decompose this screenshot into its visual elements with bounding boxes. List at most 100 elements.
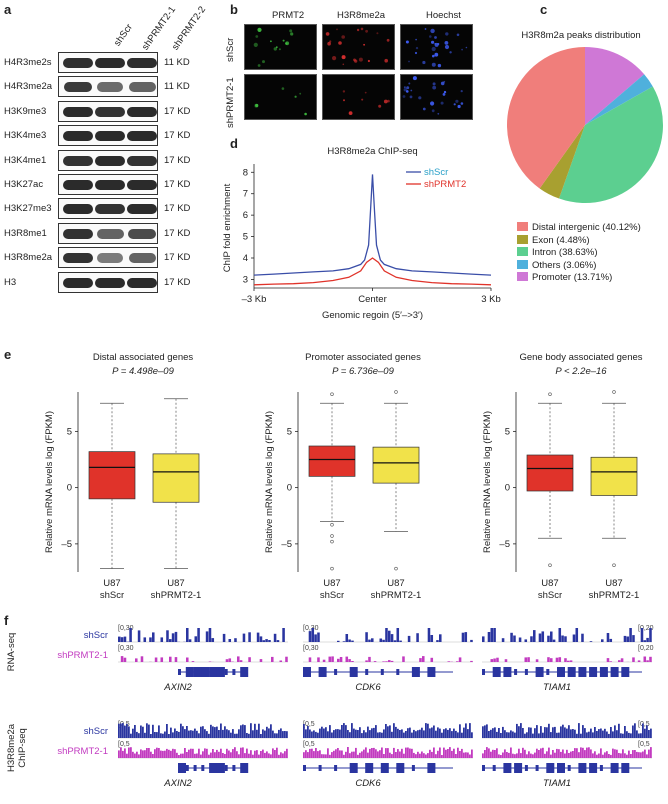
signal-bar bbox=[547, 635, 550, 642]
signal-bar bbox=[463, 727, 465, 738]
signal-bar bbox=[317, 632, 320, 642]
signal-bar bbox=[152, 754, 154, 758]
signal-bar bbox=[171, 633, 175, 642]
signal-bar bbox=[532, 733, 534, 738]
signal-bar bbox=[256, 632, 260, 642]
signal-bar bbox=[265, 639, 268, 642]
outlier bbox=[330, 566, 334, 571]
signal-bar bbox=[459, 751, 461, 758]
signal-bar bbox=[624, 726, 626, 738]
signal-bar bbox=[469, 723, 471, 738]
blot-strip bbox=[58, 198, 158, 220]
signal-bar bbox=[514, 732, 516, 738]
signal-bar bbox=[541, 631, 545, 642]
signal-bar bbox=[388, 660, 391, 662]
boxplot-distal: Distal associated genes P = 4.498e–09 –5 0 5… bbox=[44, 352, 202, 601]
legend-label: Intron (38.63%) bbox=[532, 247, 598, 258]
blot-size-label: 17 KD bbox=[164, 105, 191, 117]
signal-bar bbox=[204, 748, 206, 758]
signal-bar bbox=[202, 751, 204, 758]
signal-bar bbox=[482, 753, 484, 758]
signal-bar bbox=[396, 628, 400, 642]
signal-bar bbox=[365, 632, 368, 642]
signal-bar bbox=[620, 658, 624, 662]
micro-image-shscr-h3r8me2a bbox=[322, 24, 395, 70]
cell-dot bbox=[290, 32, 294, 36]
signal-bar bbox=[120, 747, 122, 758]
gene-exon bbox=[578, 763, 587, 773]
signal-bar bbox=[331, 656, 334, 662]
panel-label-f: f bbox=[4, 613, 9, 628]
cell-dot bbox=[412, 76, 417, 81]
signal-bar bbox=[574, 748, 576, 758]
blot-band bbox=[63, 106, 93, 117]
signal-bar bbox=[490, 628, 494, 642]
blot-row-label: H3R8me1 bbox=[4, 227, 47, 239]
signal-bar bbox=[166, 748, 168, 758]
signal-bar bbox=[222, 633, 226, 642]
category-label: shPRMT2-1 bbox=[371, 590, 422, 601]
signal-bar bbox=[608, 754, 610, 758]
gene-exon bbox=[216, 763, 225, 773]
cell-dot bbox=[342, 90, 346, 93]
blot-band bbox=[63, 253, 93, 264]
signal-bar bbox=[158, 748, 160, 758]
signal-bar bbox=[224, 754, 226, 758]
cell-dot bbox=[430, 101, 435, 106]
gene-exon bbox=[482, 765, 485, 771]
gene-exon bbox=[365, 669, 369, 675]
signal-bar bbox=[601, 639, 604, 642]
signal-bar bbox=[234, 638, 237, 642]
cell-dot bbox=[444, 41, 449, 45]
signal-bar bbox=[178, 755, 180, 758]
signal-bar bbox=[196, 753, 198, 758]
gene-exon bbox=[349, 763, 358, 773]
signal-bar bbox=[638, 733, 640, 738]
category-label: shPRMT2-1 bbox=[151, 590, 202, 601]
signal-bar bbox=[401, 748, 403, 758]
signal-bar bbox=[540, 748, 542, 758]
outlier bbox=[394, 390, 398, 394]
signal-bar bbox=[144, 732, 146, 738]
y-axis-label: Relative mRNA levels log (FPKM) bbox=[264, 411, 275, 553]
cell-dot bbox=[360, 27, 364, 31]
track-scale: [0,5 bbox=[118, 721, 130, 728]
outlier bbox=[394, 566, 398, 571]
cell-dot bbox=[422, 60, 426, 65]
gene-exon bbox=[216, 667, 225, 677]
cell-dot bbox=[363, 43, 365, 46]
category-label: shScr bbox=[320, 590, 344, 601]
signal-bar bbox=[205, 631, 209, 642]
signal-bar bbox=[150, 734, 152, 738]
signal-bar bbox=[150, 751, 152, 758]
signal-bar bbox=[427, 753, 429, 758]
blot-size-label: 17 KD bbox=[164, 154, 191, 166]
y-tick-label: 3 bbox=[243, 274, 248, 285]
signal-bar bbox=[584, 728, 586, 738]
signal-bar bbox=[230, 752, 232, 758]
signal-bar bbox=[303, 724, 305, 738]
signal-bar bbox=[236, 733, 238, 738]
signal-bar bbox=[142, 750, 144, 758]
cell-dot bbox=[257, 27, 262, 32]
signal-bar bbox=[506, 732, 508, 738]
signal-bar bbox=[592, 732, 594, 738]
signal-bar bbox=[140, 749, 142, 758]
signal-bar bbox=[128, 726, 130, 738]
legend-label: shPRMT2 bbox=[424, 179, 466, 190]
blot-band bbox=[63, 82, 93, 93]
blot-band bbox=[127, 277, 157, 288]
signal-bar bbox=[120, 723, 122, 738]
signal-bar bbox=[530, 636, 533, 642]
gene-exon bbox=[193, 667, 202, 677]
signal-bar bbox=[612, 748, 614, 758]
signal-bar bbox=[154, 657, 158, 662]
gene-exon bbox=[396, 763, 405, 773]
cell-dot bbox=[329, 40, 332, 43]
cell-dot bbox=[432, 85, 437, 90]
cell-dot bbox=[364, 91, 367, 94]
line-chart: H3R8me2a ChIP-seq 3 4 5 6 7 8 –3 Kb Center 3 Kb Ge… bbox=[222, 146, 501, 321]
cell-dot bbox=[440, 101, 444, 105]
signal-bar bbox=[508, 752, 510, 758]
blot-strip bbox=[58, 76, 158, 98]
